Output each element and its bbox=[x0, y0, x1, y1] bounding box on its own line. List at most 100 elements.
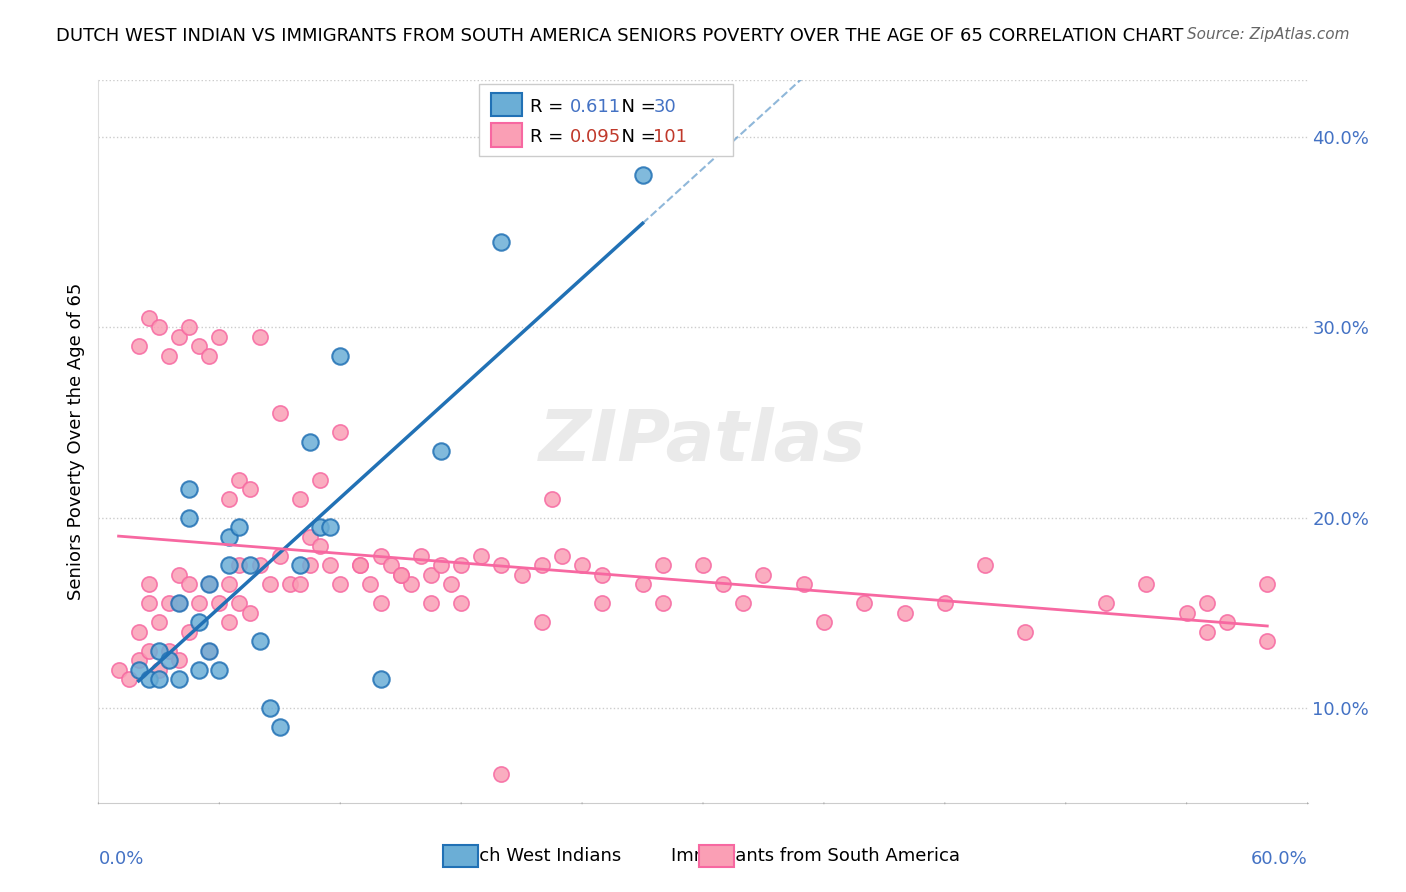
Text: N =: N = bbox=[610, 98, 661, 116]
Text: Immigrants from South America: Immigrants from South America bbox=[671, 847, 960, 865]
Point bbox=[269, 720, 291, 734]
Text: N =: N = bbox=[610, 128, 661, 146]
Point bbox=[491, 767, 513, 781]
Point bbox=[128, 653, 150, 667]
Point bbox=[1095, 596, 1118, 610]
Point bbox=[167, 672, 190, 686]
Point bbox=[360, 577, 382, 591]
Point bbox=[208, 596, 231, 610]
FancyBboxPatch shape bbox=[492, 93, 522, 116]
Point bbox=[651, 558, 673, 573]
Point bbox=[813, 615, 835, 630]
Point bbox=[329, 577, 352, 591]
Point bbox=[269, 549, 291, 563]
Point bbox=[450, 596, 472, 610]
Point bbox=[138, 596, 160, 610]
Point bbox=[399, 577, 422, 591]
Text: 0.095: 0.095 bbox=[569, 128, 621, 146]
Point bbox=[510, 567, 533, 582]
Point bbox=[157, 653, 180, 667]
Point bbox=[631, 169, 654, 183]
Point bbox=[188, 596, 211, 610]
Point bbox=[157, 643, 180, 657]
Point bbox=[288, 558, 311, 573]
Point bbox=[179, 510, 201, 524]
Point bbox=[179, 320, 201, 334]
Point bbox=[167, 330, 190, 344]
Point bbox=[269, 406, 291, 420]
Point bbox=[319, 558, 342, 573]
Point bbox=[138, 643, 160, 657]
Point bbox=[138, 672, 160, 686]
Text: R =: R = bbox=[530, 98, 569, 116]
Point bbox=[370, 549, 392, 563]
Point bbox=[1135, 577, 1157, 591]
Point bbox=[793, 577, 815, 591]
Point bbox=[259, 577, 281, 591]
Point bbox=[349, 558, 371, 573]
Point bbox=[198, 577, 221, 591]
Point bbox=[228, 558, 250, 573]
Text: Dutch West Indians: Dutch West Indians bbox=[447, 847, 621, 865]
Point bbox=[430, 444, 453, 458]
Point bbox=[208, 330, 231, 344]
Text: 0.611: 0.611 bbox=[569, 98, 621, 116]
Point bbox=[138, 310, 160, 325]
Point bbox=[128, 624, 150, 639]
Point bbox=[228, 520, 250, 534]
Point bbox=[228, 596, 250, 610]
Point bbox=[309, 539, 332, 553]
FancyBboxPatch shape bbox=[479, 84, 734, 156]
Point bbox=[288, 491, 311, 506]
Point bbox=[389, 567, 412, 582]
Point bbox=[409, 549, 432, 563]
Point bbox=[288, 577, 311, 591]
Point bbox=[853, 596, 876, 610]
Point bbox=[249, 634, 271, 648]
Point bbox=[188, 663, 211, 677]
Point bbox=[1256, 577, 1278, 591]
Point bbox=[591, 596, 613, 610]
Point bbox=[319, 520, 342, 534]
Point bbox=[370, 672, 392, 686]
Point bbox=[278, 577, 301, 591]
Point bbox=[329, 425, 352, 439]
Point bbox=[893, 606, 915, 620]
Point bbox=[259, 700, 281, 714]
Point bbox=[148, 643, 170, 657]
Point bbox=[198, 349, 221, 363]
Point bbox=[188, 339, 211, 353]
Point bbox=[470, 549, 492, 563]
Point bbox=[420, 596, 443, 610]
Point bbox=[107, 663, 129, 677]
Point bbox=[179, 577, 201, 591]
Point bbox=[450, 558, 472, 573]
Point bbox=[218, 615, 240, 630]
Point bbox=[1195, 624, 1218, 639]
Point bbox=[218, 577, 240, 591]
Point bbox=[228, 473, 250, 487]
Point bbox=[420, 567, 443, 582]
Y-axis label: Seniors Poverty Over the Age of 65: Seniors Poverty Over the Age of 65 bbox=[66, 283, 84, 600]
Point bbox=[1175, 606, 1198, 620]
Point bbox=[1256, 634, 1278, 648]
Point bbox=[218, 558, 240, 573]
Point bbox=[148, 320, 170, 334]
Point bbox=[218, 530, 240, 544]
Point bbox=[128, 339, 150, 353]
Point bbox=[148, 663, 170, 677]
Point bbox=[239, 558, 262, 573]
Text: R =: R = bbox=[530, 128, 569, 146]
Point bbox=[752, 567, 775, 582]
Text: 60.0%: 60.0% bbox=[1251, 850, 1308, 868]
Point bbox=[148, 672, 170, 686]
Point bbox=[118, 672, 141, 686]
Point bbox=[157, 596, 180, 610]
Point bbox=[198, 577, 221, 591]
Point bbox=[138, 577, 160, 591]
Point bbox=[1216, 615, 1239, 630]
Point bbox=[179, 624, 201, 639]
Point bbox=[128, 663, 150, 677]
Point bbox=[551, 549, 574, 563]
Point bbox=[491, 558, 513, 573]
